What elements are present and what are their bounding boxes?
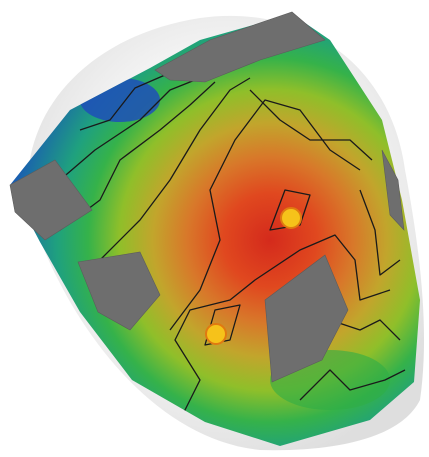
catheter-point [205, 323, 227, 345]
contour [79, 74, 166, 131]
contour [329, 319, 401, 341]
gray-patch [154, 11, 326, 83]
contour [59, 81, 216, 231]
gray-patch [381, 149, 405, 231]
contour [99, 77, 251, 261]
contour [174, 234, 391, 421]
contour [299, 369, 406, 401]
contour [359, 189, 401, 276]
gray-patch [77, 251, 161, 331]
gray-patch [9, 159, 93, 241]
gray-patch [264, 254, 349, 383]
contour [169, 99, 361, 331]
contour [59, 77, 201, 181]
contour [249, 89, 373, 161]
catheter-point [280, 207, 302, 229]
